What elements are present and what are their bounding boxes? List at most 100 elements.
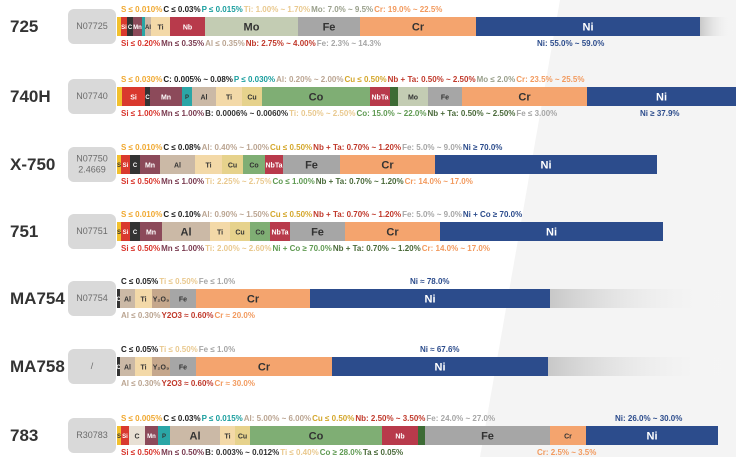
uns-number: N07725 — [76, 21, 108, 31]
composition-segment — [242, 87, 262, 106]
composition-note: P ≤ 0.015% — [202, 414, 243, 423]
composition-note: Fe ≤ 1.0% — [199, 277, 235, 286]
segment-label: Al — [145, 25, 151, 31]
composition-note: P ≤ 0.015% — [202, 5, 243, 14]
segment-label: C — [134, 433, 139, 440]
composition-segment — [270, 222, 290, 241]
composition-segment — [152, 289, 170, 308]
top-note-line: S ≤ 0.010%C ≤ 0.03%P ≤ 0.015%Ti: 1.00% ~… — [121, 5, 442, 14]
composition-note: Ni ≈ 78.0% — [410, 277, 450, 286]
segment-label: Al — [181, 226, 192, 238]
composition-note: Ti: 2.00% ~ 2.60% — [205, 244, 271, 253]
bottom-note-line: Al ≤ 0.30%Y2O3 ≈ 0.60%Cr ≈ 30.0% — [121, 379, 255, 388]
composition-segment — [117, 17, 121, 36]
segment-label: Co — [309, 430, 324, 442]
composition-segment — [158, 426, 170, 445]
segment-label: NbTa — [372, 94, 389, 101]
composition-segment — [120, 289, 135, 308]
segment-label: Y₂O₃ — [153, 296, 169, 303]
segment-label: Fe — [441, 94, 449, 101]
uns-number: N07750 — [76, 153, 108, 163]
composition-note: Ti: 1.00% ~ 1.70% — [244, 5, 310, 14]
segment-label: Fe — [323, 21, 336, 33]
composition-segment — [370, 87, 390, 106]
composition-note: Si ≤ 0.50% — [121, 244, 160, 253]
segment-label: Cu — [235, 229, 244, 236]
composition-note: Al: 0.20% ~ 2.00% — [276, 75, 343, 84]
segment-label: Ni — [546, 226, 557, 238]
top-note-line: C ≤ 0.05%Ti ≤ 0.50%Fe ≤ 1.0% — [121, 277, 235, 286]
segment-label: S — [117, 434, 121, 440]
composition-note: Cr: 14.0% ~ 17.0% — [405, 177, 473, 186]
composition-segment — [435, 155, 657, 174]
segment-label: Al — [174, 162, 181, 169]
uns-badge — [68, 214, 116, 249]
composition-note: Al: 0.90% ~ 1.50% — [202, 210, 269, 219]
segment-label: Mn — [146, 229, 156, 236]
composition-segment — [196, 357, 332, 376]
composition-segment — [550, 426, 586, 445]
segment-label: Al — [124, 296, 131, 303]
segment-label: Ni — [541, 159, 552, 171]
uns-number: N07740 — [76, 91, 108, 101]
composition-segment — [121, 17, 127, 36]
composition-segment — [262, 87, 370, 106]
segment-label: C — [133, 230, 138, 236]
composition-segment — [440, 222, 663, 241]
composition-segment — [462, 87, 587, 106]
composition-segment — [117, 87, 122, 106]
composition-note: Cu ≤ 0.50% — [344, 75, 386, 84]
composition-segment — [418, 426, 425, 445]
segment-label: C — [133, 163, 138, 169]
fade-tail — [548, 357, 736, 376]
composition-segment — [121, 222, 130, 241]
segment-label: Cr — [564, 433, 572, 440]
composition-note: Si ≤ 0.20% — [121, 39, 160, 48]
composition-segment — [230, 222, 250, 241]
composition-note: Nb + Ta: 0.70% ~ 1.20% — [316, 177, 404, 186]
composition-note: S ≤ 0.010% — [121, 143, 162, 152]
uns-badge — [68, 281, 116, 316]
segment-label: Fe — [481, 430, 494, 442]
composition-note: B: 0.003% ~ 0.012% — [205, 448, 279, 457]
segment-label: Fe — [311, 226, 324, 238]
segment-label: Cr — [381, 159, 394, 171]
composition-note: S ≤ 0.005% — [121, 414, 162, 423]
composition-note: Al ≤ 0.30% — [121, 311, 161, 320]
composition-segment — [195, 155, 222, 174]
composition-note: Al: 0.40% ~ 1.00% — [202, 143, 269, 152]
composition-note: Si ≤ 0.50% — [121, 448, 160, 457]
segment-label: Ni — [583, 21, 594, 33]
segment-label: Ni — [435, 361, 446, 373]
alloy-name: 725 — [10, 17, 38, 36]
composition-segment — [425, 426, 550, 445]
segment-label: Ti — [205, 162, 211, 169]
segment-label: Cr — [247, 293, 260, 305]
composition-segment — [145, 17, 151, 36]
segment-label: Mo — [408, 94, 418, 101]
composition-note: Ti: 2.25% ~ 2.75% — [205, 177, 271, 186]
segment-label: C — [145, 95, 150, 101]
composition-note: Nb + Ta: 0.70% ~ 1.20% — [333, 244, 421, 253]
composition-segment — [340, 155, 435, 174]
composition-segment — [142, 17, 145, 36]
composition-segment — [382, 426, 418, 445]
segment-label: S — [117, 230, 121, 236]
composition-segment — [151, 17, 170, 36]
composition-note: Mn ≤ 1.00% — [161, 109, 204, 118]
composition-note: S ≤ 0.010% — [121, 5, 162, 14]
composition-segment — [265, 155, 283, 174]
composition-segment — [133, 17, 142, 36]
composition-note: Cr: 2.5% ~ 3.5% — [537, 448, 596, 457]
alloy-name: MA758 — [10, 357, 65, 376]
composition-note: C ≤ 0.05% — [121, 277, 158, 286]
composition-segment — [160, 155, 195, 174]
segment-label: Al — [201, 94, 208, 101]
segment-label: Si — [121, 25, 127, 31]
composition-note: Nb: 2.75% ~ 4.00% — [246, 39, 316, 48]
composition-segment — [210, 222, 230, 241]
composition-segment — [129, 426, 145, 445]
composition-segment — [235, 426, 250, 445]
composition-note: Nb + Ta: 0.70% ~ 1.20% — [313, 210, 401, 219]
